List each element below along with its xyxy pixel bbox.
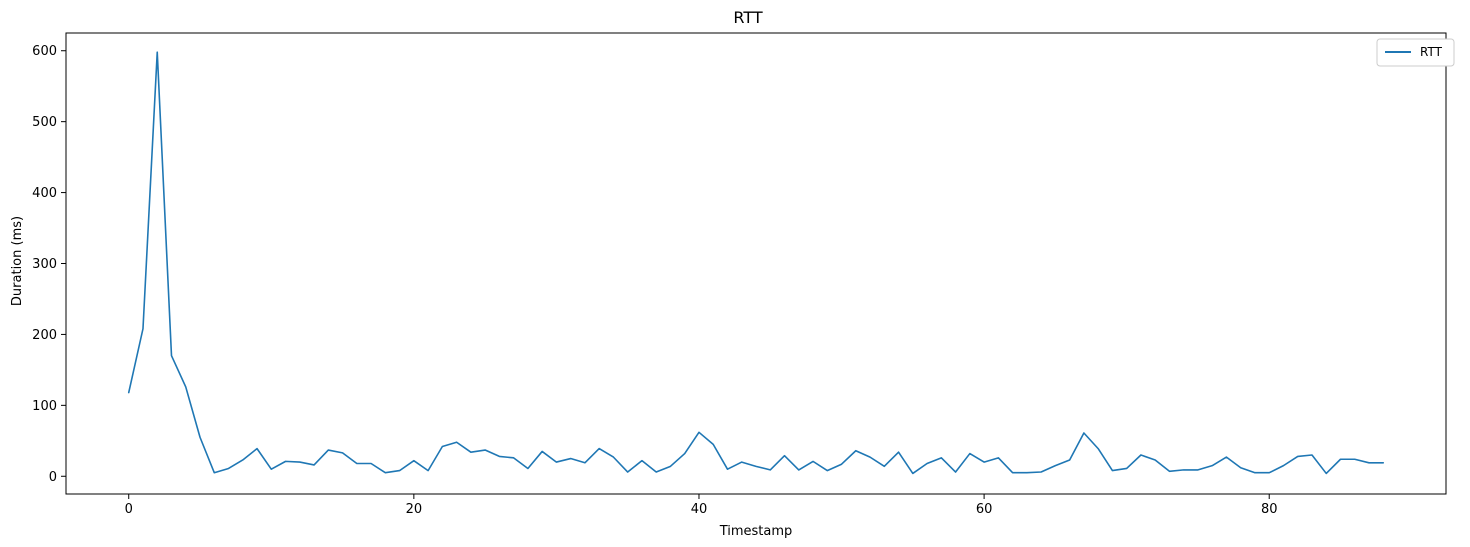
x-tick-label: 80 bbox=[1261, 502, 1278, 517]
plot-frame bbox=[65, 32, 1447, 495]
y-tick-label: 400 bbox=[32, 186, 57, 201]
x-tick-label: 0 bbox=[125, 502, 133, 517]
y-tick-label: 500 bbox=[32, 115, 57, 130]
y-tick-label: 0 bbox=[49, 470, 57, 485]
x-tick-label: 40 bbox=[691, 502, 708, 517]
x-tick-label: 20 bbox=[406, 502, 423, 517]
legend-label-rtt: RTT bbox=[1420, 45, 1443, 59]
y-tick-label: 300 bbox=[32, 257, 57, 272]
series-layer bbox=[127, 51, 1385, 475]
series-line-rtt bbox=[127, 51, 1385, 475]
chart-title: RTT bbox=[733, 8, 762, 27]
y-axis-label: Duration (ms) bbox=[10, 216, 25, 306]
y-tick-label: 100 bbox=[32, 399, 57, 414]
legend-box bbox=[1376, 38, 1455, 67]
x-tick-label: 60 bbox=[976, 502, 993, 517]
y-tick-label: 200 bbox=[32, 328, 57, 343]
ticks-layer: 0 20 40 60 80 0 100 200 300 400 500 600 bbox=[32, 44, 1277, 517]
legend: RTT bbox=[1376, 38, 1455, 67]
y-tick-label: 600 bbox=[32, 44, 57, 59]
x-axis-label: Timestamp bbox=[719, 524, 793, 539]
